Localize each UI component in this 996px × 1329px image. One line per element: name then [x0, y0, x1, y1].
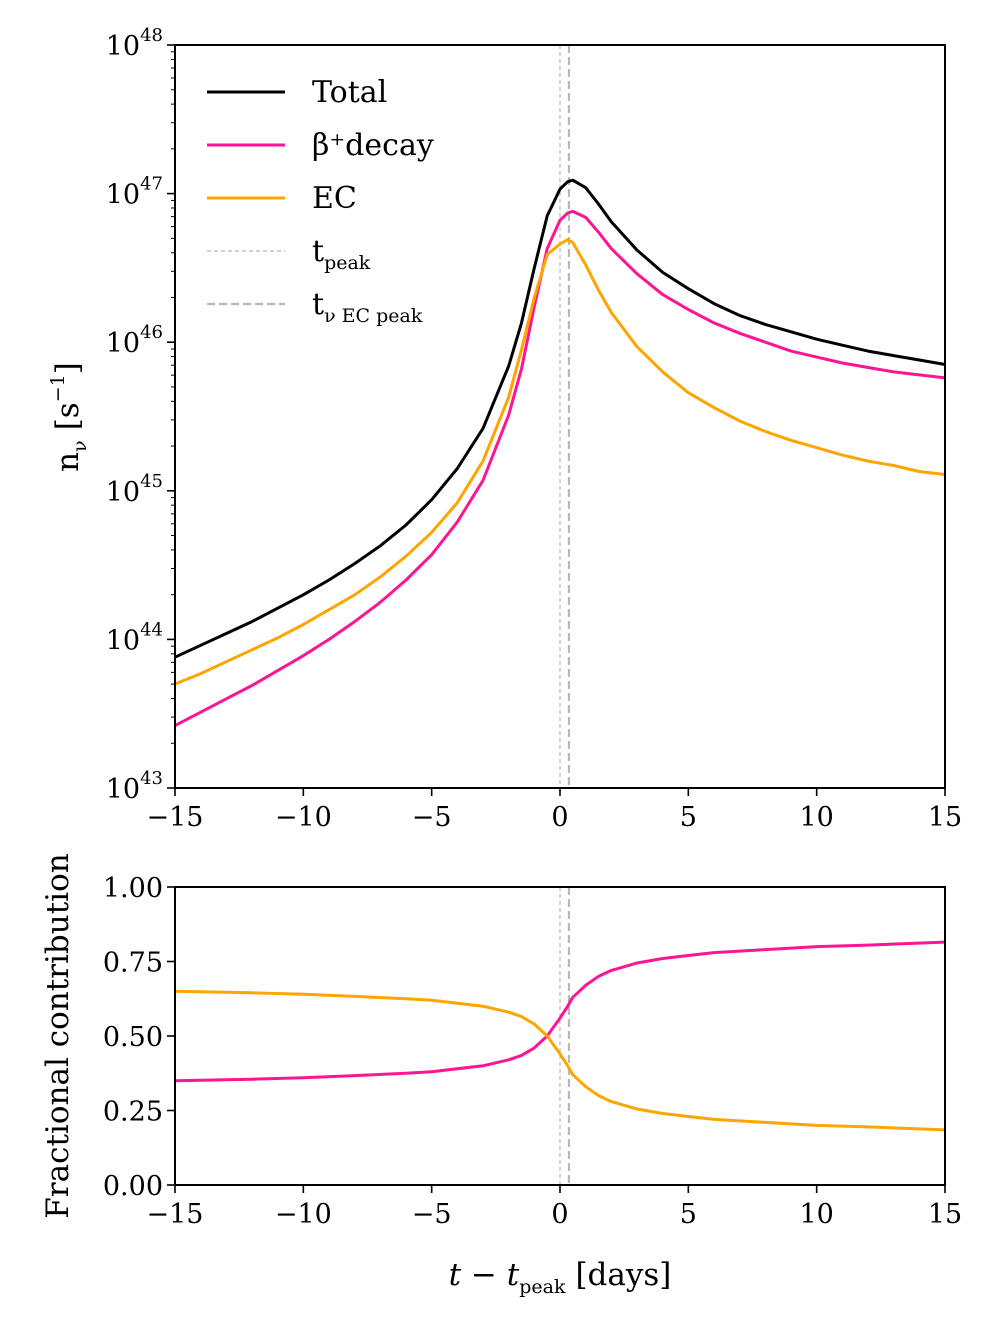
bottom-x-tick-label: 0: [551, 1199, 568, 1230]
bottom-x-tick-label: 5: [680, 1199, 697, 1230]
legend: Total β⁺decay EC tpeak tν EC peak: [207, 75, 434, 327]
bottom-y-tick-label: 1.00: [103, 873, 163, 904]
top-panel: −15 −10 −5 0 5 10 15 1043 1044 1045 1046 1047 1048 T…: [47, 25, 962, 833]
x-axis-label: t − tpeak [days]: [449, 1257, 672, 1298]
legend-label-ec: EC: [312, 181, 357, 216]
top-y-axis-label: nν[s−1]: [47, 362, 91, 472]
bottom-y-tick-label: 0.25: [103, 1097, 163, 1128]
top-y-tick-label: 1044: [106, 619, 163, 656]
top-series-decay-line: [174, 209, 946, 727]
top-x-tick-label: 15: [928, 802, 962, 833]
top-x-tick-label: −15: [147, 802, 204, 833]
top-y-tick-label: 1047: [106, 174, 163, 211]
legend-label-tpeak: tpeak: [312, 234, 371, 274]
top-y-tick-label: 1048: [106, 25, 163, 62]
top-y-tick-label: 1046: [106, 322, 163, 359]
bottom-y-tick-label: 0.00: [103, 1171, 163, 1202]
top-x-tick-label: 5: [680, 802, 697, 833]
top-series-total-line: [174, 178, 946, 659]
bottom-y-tick-label: 0.50: [103, 1022, 163, 1053]
top-series-ec-line: [174, 238, 946, 686]
bottom-x-tick-label: 15: [928, 1199, 962, 1230]
legend-label-t-ec-peak: tν EC peak: [312, 287, 423, 327]
legend-label-total: Total: [312, 75, 387, 110]
bottom-panel: −15 −10 −5 0 5 10 15 0.00 0.25 0.50 0.75 1.00 Fract…: [40, 853, 962, 1298]
bottom-x-tick-label: −5: [412, 1199, 452, 1230]
bottom-x-tick-label: −10: [275, 1199, 332, 1230]
top-y-tick-label: 1045: [106, 471, 163, 508]
top-y-tick-label: 1043: [106, 768, 163, 805]
bottom-y-tick-label: 0.75: [103, 948, 163, 979]
top-x-tick-label: 0: [551, 802, 568, 833]
top-x-tick-label: −10: [275, 802, 332, 833]
top-x-tick-label: 10: [799, 802, 833, 833]
bottom-x-tick-label: −15: [147, 1199, 204, 1230]
bottom-series-ec-line: [174, 989, 946, 1132]
legend-label-decay: β⁺decay: [312, 128, 434, 163]
bottom-series-decay-line: [174, 940, 946, 1083]
top-x-tick-label: −5: [412, 802, 452, 833]
bottom-x-tick-label: 10: [799, 1199, 833, 1230]
bottom-y-axis-label: Fractional contribution: [40, 853, 76, 1218]
